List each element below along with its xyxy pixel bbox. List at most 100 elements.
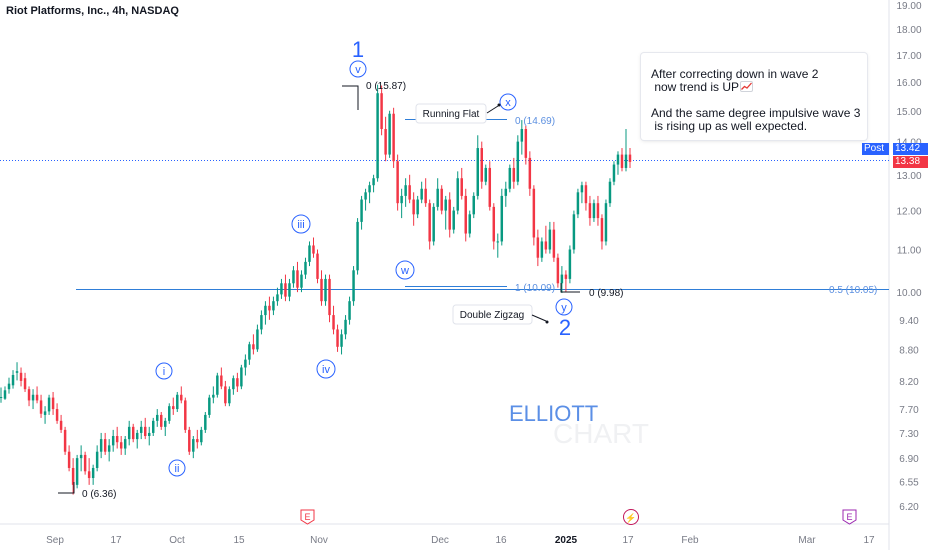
analysis-note: After correcting down in wave 2 now tren… [641,53,867,140]
price-tick-label: 7.30 [899,429,919,440]
candle [524,125,528,165]
candle-body [312,245,315,254]
running-flat-callout: Running Flat [415,103,501,124]
candle-body [236,378,239,387]
candle [476,135,479,200]
fib-1009-label: 1 (10.09) [515,283,555,294]
candle [516,135,520,186]
candle [236,372,239,392]
candle-body [248,344,251,360]
candle-body [79,454,83,459]
candle [408,174,411,204]
note-line-2: now trend is UP [651,80,740,94]
candle [452,206,455,234]
event-markers[interactable]: E ⚡ E [300,509,857,525]
candle [628,148,632,168]
candle [51,391,55,415]
candle-body [220,375,223,387]
candle-body [224,386,227,404]
candle [332,305,335,335]
candle-body [160,414,163,427]
post-label-tag: Post [862,143,889,155]
candle-body [139,426,143,433]
time-tick-label: Nov [310,535,328,546]
candle [456,171,459,215]
candle-body [107,445,111,452]
candle-body [376,93,379,179]
price-tick-label: 11.00 [897,246,922,257]
candle [139,420,143,440]
candle-body [528,157,532,189]
candle-body [564,274,568,279]
candle [119,436,123,455]
candle-body [212,394,215,398]
ticker-title[interactable]: Riot Platforms, Inc., 4h, NASDAQ [6,5,179,17]
wave-circle-w [395,260,415,280]
candle-body [0,397,3,399]
wave-label-y: y [561,302,567,314]
candle [91,464,95,485]
candle-body [276,294,279,302]
candle [488,161,492,211]
candle-body [552,229,556,258]
candle-body [576,192,580,215]
candle-body [512,167,516,182]
candle [448,192,451,238]
candle-body [31,394,35,401]
candle-body [504,188,508,196]
candle-body [304,261,307,275]
candle-body [408,185,411,200]
candle-body [95,451,99,468]
candle-body [388,113,391,155]
candle-body [604,203,608,242]
candle-body [316,253,319,279]
candle [508,164,512,193]
candle-body [67,451,71,468]
candle-body [143,426,147,437]
candle [548,221,552,254]
candle [180,386,183,404]
candle-body [240,367,243,387]
candle [316,249,319,284]
candle [99,432,103,459]
candle [348,296,351,325]
running-flat-arrow [486,105,499,114]
earnings-event-label-future: E [846,512,852,522]
candle-body [620,154,624,168]
candle-body [131,426,135,440]
fib-0.5-label: 0.5 (10.05) [829,285,877,296]
candle-body [83,454,87,472]
candle [208,394,211,418]
candle [292,266,295,288]
candle [31,389,35,410]
candle [272,296,275,316]
candle-body [536,237,540,258]
candle-body [168,406,171,421]
candle [536,229,540,267]
double-zigzag-label: Double Zigzag [460,310,524,321]
candle [356,218,359,275]
candle [0,387,3,403]
candle [552,221,556,262]
candle [200,426,203,446]
candle-body [592,203,596,219]
candle-body [348,301,351,320]
candle [232,375,235,395]
candle [416,195,419,219]
candle-body [332,315,335,330]
candle [564,270,568,293]
candle-body [288,283,291,297]
candle [268,296,271,320]
candle-body [39,400,43,414]
candle [95,445,99,472]
time-axis[interactable]: Sep 17 Oct 15 Nov Dec 16 2025 17 Feb Mar 17 [46,535,875,546]
candle [67,445,71,472]
candle [27,386,31,407]
wave-label-2: 2 [559,315,571,340]
price-axis[interactable]: 19.0018.0017.0016.0015.0014.0013.0012.00… [896,1,921,513]
wave-label-x: x [505,97,511,109]
candle [276,287,279,306]
price-tick-label: 8.80 [899,345,919,356]
candle-body [616,154,620,165]
